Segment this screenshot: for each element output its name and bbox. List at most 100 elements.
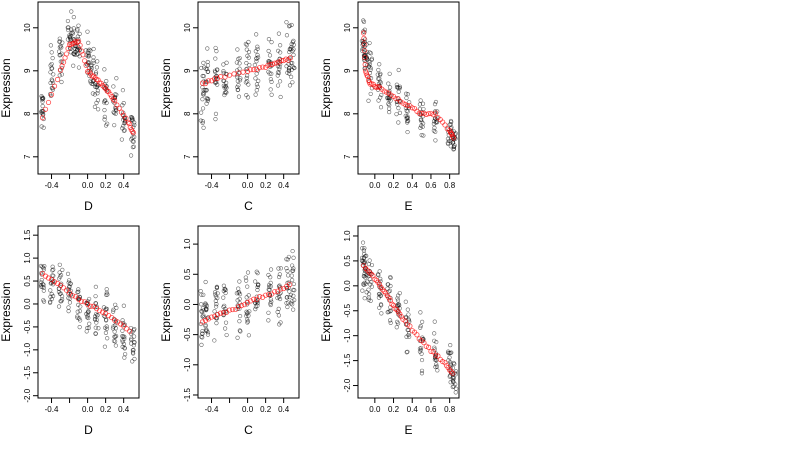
- data-point: [235, 298, 240, 303]
- data-point: [397, 86, 402, 91]
- plot-frame: [37, 225, 140, 399]
- data-point: [267, 284, 272, 289]
- fitted-curve: [39, 38, 137, 136]
- x-tick-label: 0.0: [82, 181, 94, 190]
- fit-point: [110, 96, 116, 102]
- data-point: [238, 329, 243, 334]
- data-point: [405, 349, 410, 354]
- fit-point: [423, 111, 429, 117]
- data-point: [366, 295, 371, 300]
- data-point: [386, 81, 391, 86]
- data-point: [268, 280, 273, 285]
- data-point: [243, 275, 248, 280]
- data-point: [105, 336, 110, 341]
- data-point: [244, 278, 249, 283]
- y-axis-label: Expression: [0, 58, 13, 117]
- data-point: [200, 119, 205, 124]
- data-point: [277, 272, 282, 277]
- fit-point: [362, 61, 368, 68]
- x-tick-label: -0.4: [45, 405, 59, 414]
- data-point: [287, 83, 293, 88]
- fit-point: [222, 74, 228, 80]
- data-point: [235, 47, 240, 52]
- data-point: [418, 98, 423, 103]
- data-point: [201, 92, 206, 97]
- data-point: [49, 50, 54, 55]
- data-point: [387, 85, 393, 90]
- data-point: [104, 292, 109, 297]
- fit-point: [244, 299, 251, 306]
- data-point: [266, 48, 271, 54]
- data-point: [394, 82, 399, 87]
- data-point: [448, 118, 454, 124]
- data-point: [92, 314, 98, 319]
- data-point: [397, 110, 403, 115]
- data-point: [132, 122, 137, 128]
- data-point: [256, 282, 261, 287]
- data-point: [85, 315, 90, 320]
- data-point: [285, 268, 290, 274]
- data-point: [76, 289, 81, 294]
- data-point: [378, 302, 384, 307]
- data-point: [87, 296, 92, 302]
- fit-point: [421, 340, 427, 346]
- data-point: [379, 92, 384, 98]
- x-tick-label: 0.4: [278, 405, 290, 414]
- data-point: [395, 296, 400, 301]
- data-point: [104, 79, 109, 84]
- x-tick-label: 0.2: [100, 405, 112, 414]
- data-point: [67, 300, 73, 305]
- y-tick-label: -1.5: [183, 388, 192, 402]
- data-point: [119, 137, 124, 142]
- data-point: [40, 112, 46, 118]
- fit-point: [235, 303, 242, 310]
- data-point: [214, 321, 219, 326]
- fit-point: [254, 296, 260, 302]
- data-point: [235, 87, 241, 92]
- data-point: [236, 56, 241, 62]
- data-point: [287, 289, 292, 294]
- data-point: [367, 258, 372, 263]
- data-point: [418, 125, 423, 131]
- panel-5: -0.4 0.0 0.2 0.4 -1.5 -1.0 -0.5 0.0 0.5 1.0 C Expre…: [159, 225, 300, 437]
- data-point: [276, 266, 281, 271]
- fit-point: [109, 94, 115, 100]
- data-point: [405, 129, 410, 135]
- data-point: [450, 384, 455, 390]
- data-point: [431, 121, 436, 126]
- data-point: [95, 59, 100, 64]
- data-point: [121, 100, 126, 106]
- fit-point: [260, 64, 266, 70]
- data-point: [290, 278, 295, 283]
- x-tick-label: 0.0: [82, 405, 94, 414]
- data-point: [419, 357, 425, 363]
- data-point: [203, 78, 208, 83]
- data-point: [243, 80, 248, 85]
- data-point: [49, 66, 55, 71]
- data-point: [275, 64, 281, 69]
- data-point: [92, 104, 98, 109]
- data-point: [419, 133, 424, 138]
- fit-point: [39, 270, 46, 277]
- data-points: [198, 248, 297, 347]
- data-point: [446, 350, 451, 356]
- data-point: [205, 59, 210, 65]
- data-point: [404, 334, 409, 339]
- fit-point: [372, 276, 378, 282]
- data-point: [405, 114, 410, 119]
- data-point: [95, 313, 100, 318]
- data-point: [287, 295, 292, 300]
- fit-point: [80, 52, 86, 58]
- data-point: [94, 317, 99, 323]
- data-point: [213, 45, 218, 51]
- data-point: [213, 117, 218, 122]
- data-point: [405, 109, 410, 114]
- plot-frame: [197, 225, 300, 399]
- x-tick-label: 0.6: [425, 405, 437, 414]
- fit-point: [231, 71, 237, 77]
- data-point: [377, 305, 382, 310]
- y-tick-label: -1.0: [343, 328, 352, 342]
- data-point: [39, 284, 44, 289]
- data-point: [50, 56, 55, 61]
